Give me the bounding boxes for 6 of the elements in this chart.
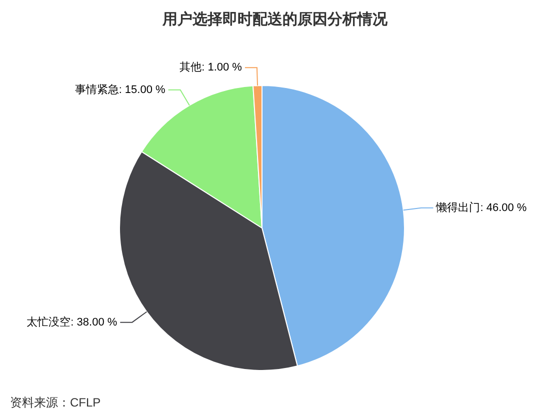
slice-label: 太忙没空: 38.00 %: [26, 315, 118, 328]
text: 资料来源：CFLP: [10, 395, 101, 410]
slice-label: 事情紧急: 15.00 %: [74, 82, 166, 96]
chart-title: 用户选择即时配送的原因分析情况: [162, 10, 388, 28]
slice-label: 懒得出门: 46.00 %: [435, 200, 527, 214]
slice-label: 其他: 1.00 %: [180, 60, 242, 74]
